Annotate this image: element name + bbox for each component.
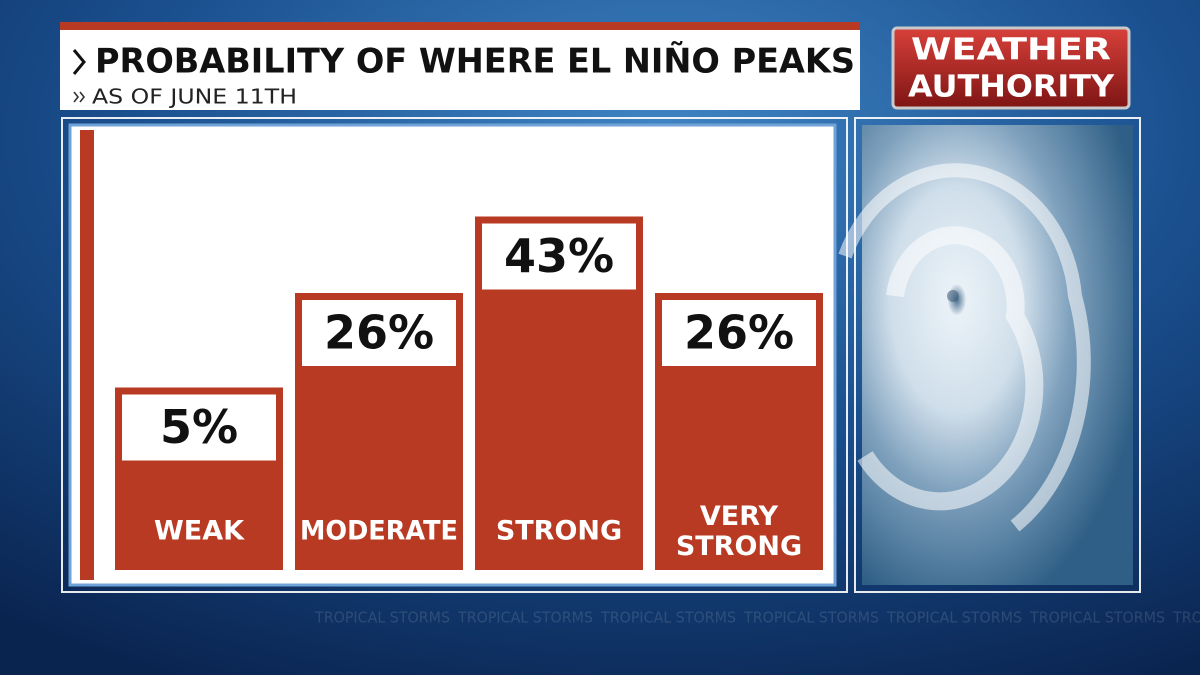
header-stripe <box>60 22 860 30</box>
bar-group: 5% WEAK 26% MODERATE 43% STRONG 26% VERY STRONG <box>115 216 823 570</box>
logo-box <box>891 26 1131 110</box>
panel-frame <box>61 117 848 593</box>
value-label-box <box>302 300 456 366</box>
header-box <box>60 22 860 110</box>
watermark-row: TROPICAL STORMS TROPICAL STORMS TROPICAL S… <box>314 609 1200 627</box>
chevron <box>72 49 86 75</box>
value-label: 26% <box>324 306 434 360</box>
accent-bar <box>80 130 94 580</box>
watermark-text: TROPICAL STORMS <box>600 609 736 627</box>
x-tick-label: WEAK <box>154 516 245 547</box>
image-frame <box>854 117 1141 593</box>
logo-text: WEATHER <box>911 33 1111 68</box>
watermark-text: TROPICAL STORMS <box>743 609 879 627</box>
watermark-text: TROPICAL STORMS <box>886 609 1022 627</box>
value-label-box <box>482 223 636 290</box>
watermark-text: TROPICAL STORMS <box>1029 609 1165 627</box>
value-label: 26% <box>684 306 794 360</box>
x-tick-label: MODERATE <box>300 516 458 547</box>
value-label: 5% <box>160 400 238 454</box>
x-tick-label: VERY STRONG <box>676 501 802 562</box>
double-chevron <box>73 91 86 103</box>
hurricane-image <box>862 125 1133 585</box>
chart-title: PROBABILITY OF WHERE EL NIÑO PEAKS <box>95 41 855 82</box>
value-label-box <box>122 394 276 461</box>
watermark-text: TROPICAL STORMS <box>457 609 593 627</box>
logo-text: AUTHORITY <box>908 70 1115 105</box>
x-tick-label: STRONG <box>496 516 622 547</box>
chart-subtitle: AS OF JUNE 11TH <box>92 85 297 109</box>
watermark-text: TROPICAL STORMS <box>1172 609 1200 627</box>
value-label-box <box>662 300 816 366</box>
value-label: 43% <box>504 229 614 283</box>
watermark-text: TROPICAL STORMS <box>314 609 450 627</box>
storm-bands <box>838 163 1091 532</box>
